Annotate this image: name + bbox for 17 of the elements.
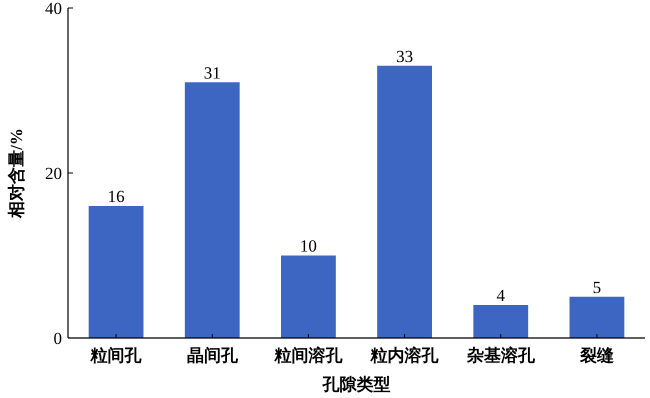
x-tick-label: 粒间孔 bbox=[90, 346, 143, 365]
y-tick-label: 0 bbox=[54, 329, 62, 348]
x-tick-label: 晶间孔 bbox=[186, 346, 239, 365]
data-label: 5 bbox=[592, 278, 602, 297]
x-tick-label: 粒内溶孔 bbox=[370, 346, 440, 365]
data-label: 33 bbox=[396, 46, 414, 66]
y-axis-title: 相对含量/% bbox=[7, 128, 26, 219]
data-label: 31 bbox=[204, 63, 221, 82]
x-tick-label: 粒间溶孔 bbox=[273, 346, 344, 365]
y-tick-label: 20 bbox=[45, 164, 62, 183]
x-axis-title: 孔隙类型 bbox=[322, 375, 390, 394]
data-label: 16 bbox=[108, 187, 125, 206]
x-tick-label: 杂基溶孔 bbox=[466, 346, 536, 365]
y-tick-label: 40 bbox=[45, 0, 62, 18]
data-label: 4 bbox=[496, 286, 506, 305]
data-label: 10 bbox=[300, 236, 317, 256]
x-tick-label: 裂缝 bbox=[578, 346, 615, 365]
